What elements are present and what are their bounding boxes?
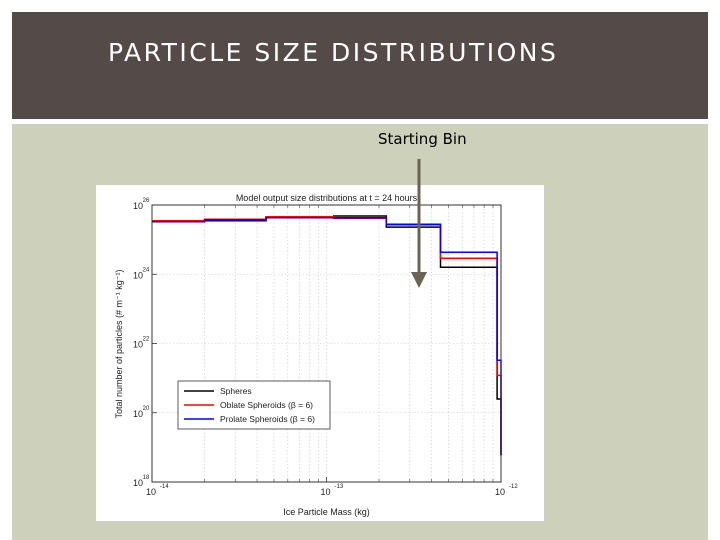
y-tick-label: 10 <box>133 409 143 419</box>
y-tick-label: 10 <box>133 270 143 280</box>
starting-bin-label: Starting Bin <box>378 130 467 148</box>
x-tick-exponent: -13 <box>335 484 344 490</box>
y-tick-exponent: 22 <box>143 337 150 343</box>
x-axis-label: Ice Particle Mass (kg) <box>283 507 370 517</box>
y-axis-label: Total number of particles (# m⁻¹ kg⁻¹) <box>114 269 124 418</box>
y-tick-label: 10 <box>133 340 143 350</box>
size-distribution-chart: 10-1410-1310-12101810201022102410261028M… <box>114 193 518 517</box>
y-tick-exponent: 18 <box>143 475 150 481</box>
legend-entry-3: Prolate Spheroids (β = 6) <box>220 414 315 424</box>
chart-figure: 10-1410-1310-12101810201022102410261028M… <box>96 185 544 521</box>
slide-title: PARTICLE SIZE DISTRIBUTIONS <box>108 38 559 67</box>
y-tick-label: 10 <box>133 478 143 488</box>
x-tick-label: 10 <box>495 487 505 497</box>
x-tick-exponent: -14 <box>160 484 169 490</box>
chart-title: Model output size distributions at t = 2… <box>236 193 418 203</box>
y-tick-exponent: 26 <box>143 198 150 204</box>
series-line-3 <box>152 216 502 456</box>
x-tick-exponent: -12 <box>509 484 518 490</box>
title-bar <box>12 12 708 119</box>
y-tick-label: 10 <box>133 201 143 211</box>
y-tick-exponent: 20 <box>143 406 150 412</box>
legend-entry-1: Spheres <box>220 386 252 396</box>
y-tick-exponent: 24 <box>143 267 150 273</box>
legend-entry-2: Oblate Spheroids (β = 6) <box>220 400 313 410</box>
x-tick-label: 10 <box>320 487 330 497</box>
x-tick-label: 10 <box>146 487 156 497</box>
